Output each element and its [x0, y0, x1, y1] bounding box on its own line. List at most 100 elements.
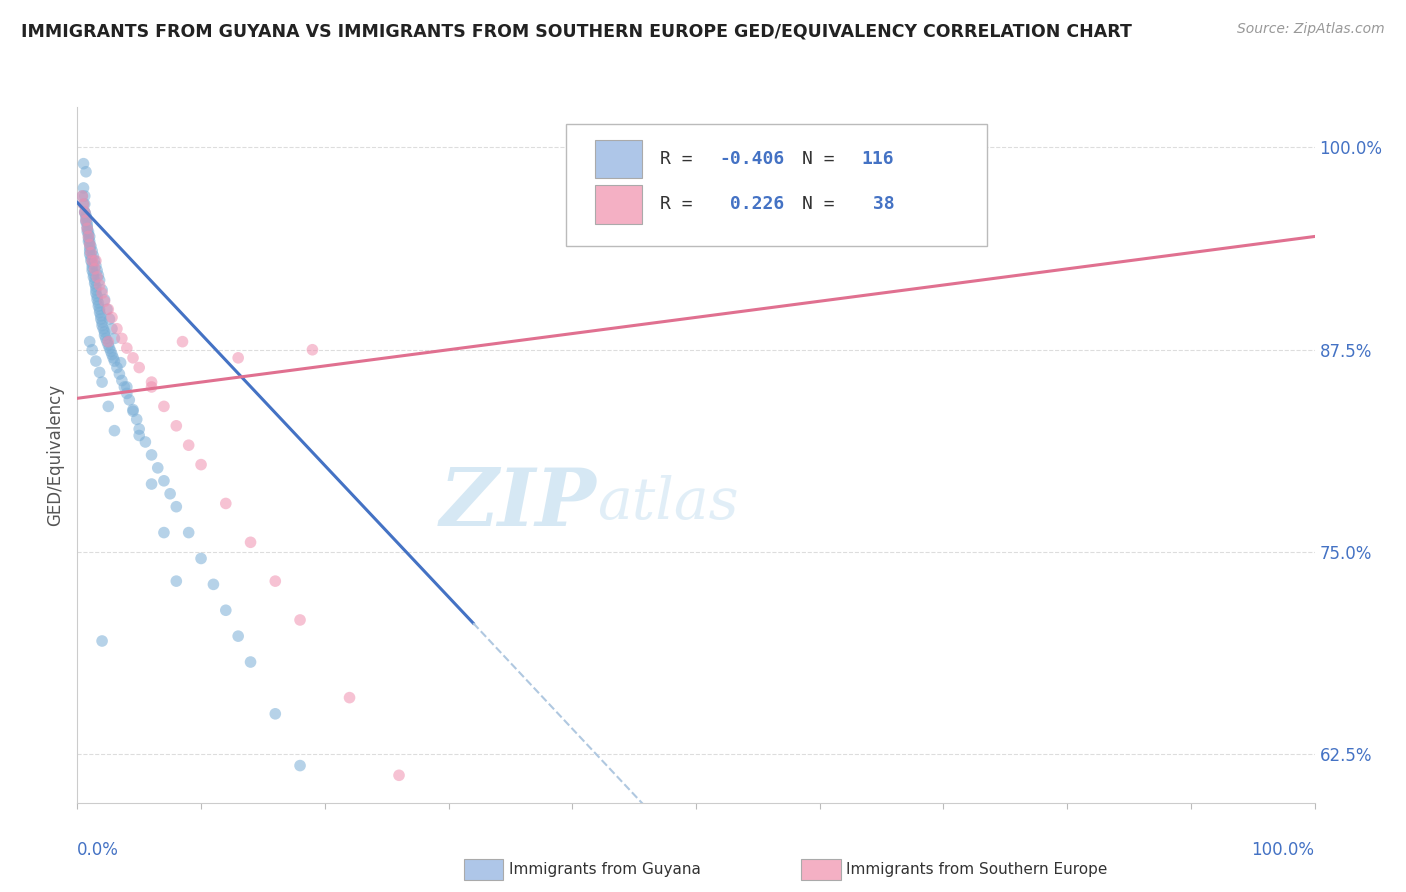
Point — [91, 286, 114, 301]
Point — [77, 231, 100, 245]
FancyBboxPatch shape — [567, 124, 987, 246]
Point — [72, 181, 94, 195]
Point — [76, 225, 98, 239]
Text: Immigrants from Guyana: Immigrants from Guyana — [509, 863, 700, 877]
Text: -0.406: -0.406 — [720, 150, 785, 169]
Text: 38: 38 — [862, 195, 894, 213]
Point — [76, 221, 98, 235]
Point — [153, 400, 176, 414]
Point — [111, 331, 134, 345]
Point — [83, 253, 105, 268]
Point — [96, 334, 118, 349]
Text: Immigrants from Southern Europe: Immigrants from Southern Europe — [846, 863, 1108, 877]
Point — [153, 525, 176, 540]
Point — [101, 310, 124, 325]
Point — [82, 244, 104, 258]
Point — [159, 487, 181, 501]
Text: R =: R = — [659, 150, 703, 169]
Point — [98, 341, 121, 355]
Text: 0.226: 0.226 — [720, 195, 785, 213]
Point — [86, 269, 108, 284]
Point — [288, 613, 311, 627]
Y-axis label: GED/Equivalency: GED/Equivalency — [46, 384, 65, 526]
Point — [83, 273, 105, 287]
Point — [172, 334, 194, 349]
Point — [141, 477, 163, 491]
Point — [79, 237, 101, 252]
Point — [86, 293, 108, 307]
Point — [79, 247, 101, 261]
Point — [115, 386, 138, 401]
Point — [215, 603, 238, 617]
Point — [82, 343, 104, 357]
Point — [73, 205, 96, 219]
Text: R =: R = — [659, 195, 703, 213]
Point — [87, 295, 110, 310]
Point — [226, 351, 249, 365]
Point — [75, 213, 97, 227]
Point — [111, 374, 134, 388]
Text: 116: 116 — [862, 150, 894, 169]
Point — [112, 380, 135, 394]
Point — [388, 768, 411, 782]
Point — [72, 156, 94, 170]
Point — [122, 351, 145, 365]
Point — [97, 302, 120, 317]
Point — [91, 318, 114, 333]
Point — [80, 245, 103, 260]
Point — [89, 273, 111, 287]
Point — [177, 525, 200, 540]
Point — [79, 241, 101, 255]
Point — [93, 325, 115, 339]
Point — [301, 343, 323, 357]
Point — [93, 294, 115, 309]
Point — [103, 331, 125, 345]
Point — [141, 448, 163, 462]
Text: Source: ZipAtlas.com: Source: ZipAtlas.com — [1237, 22, 1385, 37]
Point — [79, 237, 101, 252]
Point — [122, 404, 145, 418]
Point — [82, 263, 104, 277]
Point — [75, 165, 97, 179]
Point — [97, 400, 120, 414]
Point — [190, 551, 212, 566]
Point — [89, 305, 111, 319]
Point — [80, 239, 103, 253]
Point — [239, 535, 262, 549]
Point — [76, 221, 98, 235]
Point — [87, 299, 110, 313]
Point — [80, 251, 103, 265]
Point — [100, 344, 122, 359]
Text: IMMIGRANTS FROM GUYANA VS IMMIGRANTS FROM SOUTHERN EUROPE GED/EQUIVALENCY CORREL: IMMIGRANTS FROM GUYANA VS IMMIGRANTS FRO… — [21, 22, 1132, 40]
Point — [93, 293, 115, 307]
Text: N =: N = — [803, 195, 846, 213]
Point — [96, 302, 118, 317]
Point — [91, 634, 114, 648]
Point — [80, 253, 103, 268]
Point — [79, 229, 101, 244]
Point — [82, 253, 104, 268]
Point — [165, 574, 187, 588]
Point — [215, 496, 238, 510]
Point — [83, 277, 105, 291]
Point — [75, 210, 97, 224]
Point — [82, 249, 104, 263]
Point — [76, 217, 98, 231]
Point — [89, 365, 111, 379]
Point — [82, 269, 104, 284]
Point — [91, 322, 114, 336]
Point — [108, 367, 131, 381]
Point — [72, 197, 94, 211]
Point — [73, 205, 96, 219]
Text: 100.0%: 100.0% — [1251, 841, 1315, 859]
Point — [134, 434, 156, 449]
Point — [77, 225, 100, 239]
Point — [86, 263, 108, 277]
Point — [86, 289, 108, 303]
Point — [128, 422, 150, 436]
Point — [97, 338, 120, 352]
Point — [103, 351, 125, 365]
Point — [91, 315, 114, 329]
Point — [165, 500, 187, 514]
Point — [82, 267, 104, 281]
